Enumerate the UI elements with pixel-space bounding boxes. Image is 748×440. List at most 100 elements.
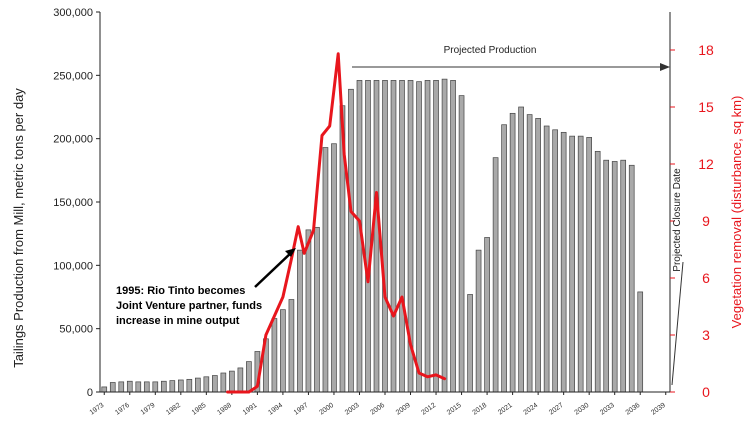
bar-2024 <box>536 118 541 392</box>
bar-2034 <box>621 160 626 392</box>
bar-1989 <box>238 368 243 392</box>
y-ticks-left: 050,000100,000150,000200,000250,000300,0… <box>53 7 100 399</box>
bar-1981 <box>170 381 175 392</box>
y-tick-label-left: 250,000 <box>53 70 93 82</box>
bar-1998 <box>314 227 319 392</box>
x-tick-label: 2033 <box>599 402 616 417</box>
bar-2014 <box>451 80 456 392</box>
x-tick-label: 2006 <box>369 402 386 417</box>
bar-1994 <box>280 310 285 392</box>
bar-2023 <box>527 115 532 392</box>
bar-1985 <box>204 377 209 392</box>
x-tick-label: 2027 <box>548 402 565 417</box>
y-tick-label-left: 150,000 <box>53 197 93 209</box>
bar-2027 <box>561 132 566 392</box>
x-tick-label: 2018 <box>471 402 488 417</box>
projected-production-label: Projected Production <box>444 45 537 56</box>
y-tick-label-right: 0 <box>702 384 710 400</box>
annotation-projected-production: Projected Production <box>352 45 670 71</box>
bar-1993 <box>272 319 277 392</box>
y-axis-label-right: Vegetation removal (disturbance, sq km) <box>729 96 744 329</box>
bar-2006 <box>383 80 388 392</box>
bar-2030 <box>587 137 592 392</box>
x-tick-label: 1982 <box>165 402 182 417</box>
bar-1983 <box>187 379 192 392</box>
x-tick-label: 2012 <box>420 402 437 417</box>
x-tick-label: 1991 <box>242 402 259 417</box>
x-tick-label: 2003 <box>344 402 361 417</box>
bar-2022 <box>519 107 524 392</box>
bar-1997 <box>306 230 311 392</box>
bar-1976 <box>127 381 132 392</box>
bar-2028 <box>570 136 575 392</box>
bar-2007 <box>391 80 396 392</box>
bar-1974 <box>110 383 115 393</box>
annotation-rio-tinto: 1995: Rio Tinto becomes Joint Venture pa… <box>116 248 296 327</box>
y-tick-label-right: 6 <box>702 270 710 286</box>
bar-1987 <box>221 373 226 392</box>
bar-2008 <box>400 80 405 392</box>
bar-2025 <box>544 126 549 392</box>
bar-1973 <box>102 387 107 392</box>
bar-2004 <box>366 80 371 392</box>
annotation-line-2: Joint Venture partner, funds <box>116 300 262 312</box>
bar-1982 <box>178 380 183 392</box>
projected-production-arrowhead <box>660 63 670 71</box>
x-tick-label: 1973 <box>89 402 106 417</box>
x-tick-label: 1997 <box>293 402 310 417</box>
bar-1995 <box>289 300 294 392</box>
bar-1986 <box>212 376 217 392</box>
bar-2005 <box>374 80 379 392</box>
bar-2018 <box>485 237 490 392</box>
bar-2029 <box>578 136 583 392</box>
bar-2015 <box>459 96 464 392</box>
y-tick-label-left: 100,000 <box>53 260 93 272</box>
x-tick-label: 2024 <box>523 402 540 417</box>
y-axis-label-left: Tailings Production from Mill, metric to… <box>11 88 26 368</box>
bar-2019 <box>493 158 498 392</box>
y-tick-label-left: 50,000 <box>59 324 93 336</box>
bar-2011 <box>425 80 430 392</box>
bar-2016 <box>468 294 473 392</box>
bar-1975 <box>119 382 124 392</box>
projected-closure-label: Projected Closure Date <box>672 168 683 272</box>
y-tick-label-left: 300,000 <box>53 7 93 19</box>
bar-2026 <box>553 130 558 392</box>
y-tick-label-right: 3 <box>702 327 710 343</box>
bar-2031 <box>595 151 600 392</box>
x-tick-label: 2015 <box>446 402 463 417</box>
y-tick-label-right: 9 <box>702 213 710 229</box>
x-tick-label: 2030 <box>574 402 591 417</box>
bar-2013 <box>442 79 447 392</box>
bar-2020 <box>502 125 507 392</box>
bar-1978 <box>144 382 149 392</box>
x-tick-label: 2021 <box>497 402 514 417</box>
annotation-line-3: increase in mine output <box>116 315 240 327</box>
annotation-projected-closure: Projected Closure Date <box>672 168 683 385</box>
bar-2033 <box>612 161 617 392</box>
bar-2035 <box>629 165 634 392</box>
x-tick-label: 1985 <box>191 402 208 417</box>
x-tick-label: 2036 <box>625 402 642 417</box>
bar-1996 <box>297 250 302 392</box>
y-tick-label-right: 12 <box>698 156 714 172</box>
x-tick-label: 1976 <box>114 402 131 417</box>
x-tick-label: 2000 <box>318 402 335 417</box>
bar-2021 <box>510 113 515 392</box>
bar-1984 <box>195 378 200 392</box>
bar-1980 <box>161 381 166 392</box>
x-tick-label: 2009 <box>395 402 412 417</box>
bar-1977 <box>136 382 141 392</box>
bar-2000 <box>331 144 336 392</box>
x-tick-label: 1988 <box>216 402 233 417</box>
y-tick-label-left: 0 <box>87 387 93 399</box>
bar-2010 <box>417 82 422 392</box>
bar-2036 <box>638 292 643 392</box>
bar-2002 <box>349 89 354 392</box>
bar-1988 <box>229 371 234 392</box>
x-tick-label: 2039 <box>650 402 667 417</box>
bar-1979 <box>153 382 158 392</box>
